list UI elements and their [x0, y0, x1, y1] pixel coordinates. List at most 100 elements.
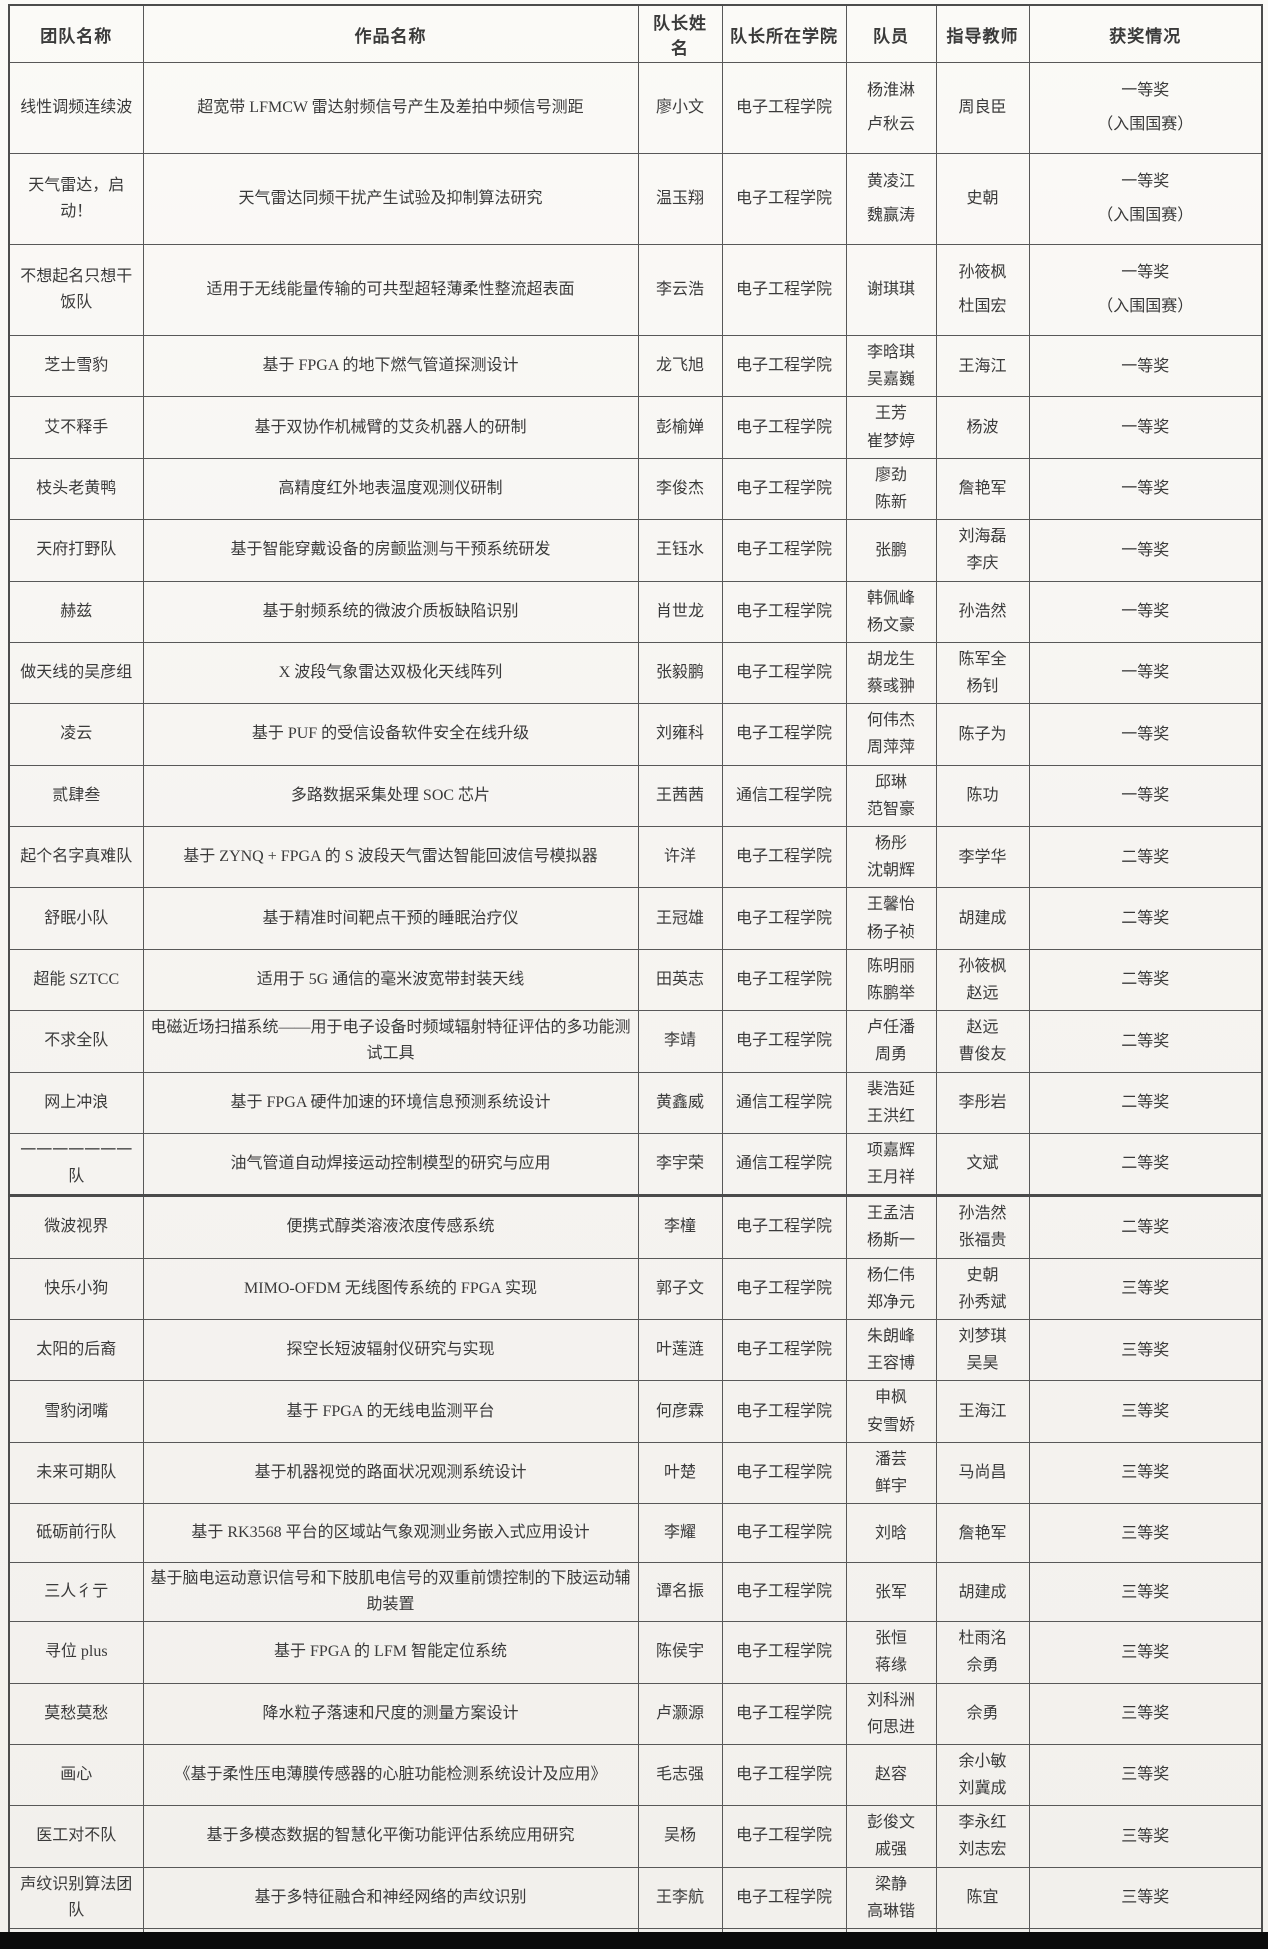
table-row: 舒眠小队 基于精准时间靶点干预的睡眠治疗仪 王冠雄 电子工程学院 王馨怡 杨子祯 胡建成 二等…: [8, 887, 1263, 950]
cell-teachers-line: 文斌: [966, 1155, 999, 1173]
table-row: 太阳的后裔 探空长短波辐射仪研究与实现 叶莲涟 电子工程学院 朱朗峰 王容博 刘梦琪 吴昊 三等…: [8, 1318, 1263, 1382]
cell-members-line: 黄凌江: [866, 173, 915, 191]
cell-team-name: 未来可期队: [8, 1441, 144, 1505]
cell-teachers-line: 陈宜: [966, 1889, 999, 1907]
cell-captain-name: 郭子文: [637, 1257, 723, 1321]
cell-captain-college: 电子工程学院: [721, 887, 847, 950]
cell-members-line: 何伟杰: [866, 712, 915, 730]
cell-members: 张鹏: [845, 519, 937, 582]
column-header-4: 队员: [845, 4, 937, 63]
cell-team-name: 不求全队: [8, 1010, 144, 1073]
cell-captain-college: 电子工程学院: [721, 1194, 847, 1259]
cell-award-level-line: 二等奖: [1121, 848, 1170, 866]
cell-work-title: 基于 ZYNQ + FPGA 的 S 波段天气雷达智能回波信号模拟器: [142, 825, 639, 889]
cell-work-title: 油气管道自动焊接运动控制模型的研究与应用: [142, 1132, 639, 1197]
cell-teachers-line: 赵远: [966, 984, 999, 1002]
cell-members-line: 陈明丽: [866, 957, 915, 975]
cell-captain-college: 电子工程学院: [721, 1562, 847, 1623]
cell-teachers: 赵远 曹俊友: [935, 1010, 1030, 1073]
cell-award-level: 三等奖: [1028, 1380, 1263, 1443]
cell-work-title: 基于 FPGA 的地下燃气管道探测设计: [142, 334, 639, 398]
cell-members-line: 杨斯一: [866, 1232, 915, 1250]
cell-captain-name: 温玉翔: [637, 153, 723, 245]
cell-team-name: 三人彳亍: [8, 1562, 144, 1623]
cell-work-title: MIMO-OFDM 无线图传系统的 FPGA 实现: [142, 1257, 639, 1321]
table-row: 雪豹闭嘴 基于 FPGA 的无线电监测平台 何彦霖 电子工程学院 申枫 安雪娇 王海江 三等奖: [8, 1380, 1263, 1443]
table-row: 快乐小狗 MIMO-OFDM 无线图传系统的 FPGA 实现 郭子文 电子工程学院 杨仁…: [8, 1257, 1263, 1321]
table-row: 凌云 基于 PUF 的受信设备软件安全在线升级 刘雍科 电子工程学院 何伟杰 周萍萍 陈子为…: [8, 703, 1263, 766]
cell-captain-college: 电子工程学院: [721, 1503, 847, 1564]
cell-work-title: 电磁近场扫描系统——用于电子设备时频域辐射特征评估的多功能测试工具: [142, 1010, 639, 1073]
cell-award-level: 一等奖: [1028, 703, 1263, 766]
cell-teachers-line: 曹俊友: [958, 1046, 1007, 1064]
cell-award-level: 三等奖: [1028, 1318, 1263, 1382]
cell-award-level: 三等奖: [1028, 1257, 1263, 1321]
table-row: 线性调频连续波 超宽带 LFMCW 雷达射频信号产生及差拍中频信号测距 廖小文 电子工…: [8, 62, 1263, 154]
cell-teachers: 余小敏 刘冀成: [935, 1743, 1030, 1807]
cell-teachers-line: 孙筱枫: [958, 264, 1007, 282]
cell-teachers-line: 佘勇: [966, 1705, 999, 1723]
cell-captain-college: 电子工程学院: [721, 1441, 847, 1505]
cell-teachers-line: 杨波: [966, 418, 999, 436]
cell-team-name: 不想起名只想干饭队: [8, 244, 144, 336]
cell-members: 刘晗: [845, 1503, 937, 1564]
cell-teachers: 史朝: [935, 153, 1030, 245]
cell-award-level: 二等奖: [1028, 825, 1263, 889]
column-header-0: 团队名称: [8, 4, 144, 63]
cell-teachers: 杜雨洺 佘勇: [935, 1621, 1030, 1684]
cell-work-title: 适用于 5G 通信的毫米波宽带封装天线: [142, 948, 639, 1012]
cell-members: 王孟洁 杨斯一: [845, 1194, 937, 1259]
table-row: 声纹识别算法团队 基于多特征融合和神经网络的声纹识别 王李航 电子工程学院 梁静 高琳锴陈…: [8, 1866, 1263, 1930]
cell-work-title: 高精度红外地表温度观测仪研制: [142, 457, 639, 521]
cell-captain-name: 田英志: [637, 948, 723, 1012]
table-row: 未来可期队 基于机器视觉的路面状况观测系统设计 叶楚 电子工程学院 潘芸 鲜宇 马尚昌 三等奖: [8, 1441, 1263, 1505]
cell-members: 陈明丽 陈鹏举: [845, 948, 937, 1012]
cell-teachers-line: 孙筱枫: [958, 957, 1007, 975]
cell-award-level: 三等奖: [1028, 1805, 1263, 1868]
cell-members-line: 胡龙生: [866, 650, 915, 668]
cell-work-title: 基于智能穿戴设备的房颤监测与干预系统研发: [142, 519, 639, 582]
cell-members: 梁静 高琳锴: [845, 1866, 937, 1930]
cell-captain-college: 电子工程学院: [721, 703, 847, 766]
table-row: 天气雷达，启动！ 天气雷达同频干扰产生试验及抑制算法研究 温玉翔 电子工程学院 黄凌江魏…: [8, 153, 1263, 245]
cell-members-line: 王洪红: [866, 1107, 915, 1125]
cell-members-line: 陈新: [874, 493, 907, 511]
cell-award-level: 二等奖: [1028, 948, 1263, 1012]
cell-teachers: 孙筱枫 杜国宏: [935, 244, 1030, 336]
cell-captain-name: 张毅鹏: [637, 641, 723, 705]
cell-members-line: 张鹏: [874, 541, 907, 559]
cell-members-line: 王孟洁: [866, 1205, 915, 1223]
cell-award-level-line: 三等奖: [1121, 1524, 1170, 1542]
bottom-black-bar: [0, 1932, 1268, 1949]
table-body: 线性调频连续波 超宽带 LFMCW 雷达射频信号产生及差拍中频信号测距 廖小文 电子工…: [8, 62, 1263, 1949]
cell-members-line: 刘晗: [874, 1524, 907, 1542]
cell-teachers-line: 孙秀斌: [958, 1293, 1007, 1311]
cell-captain-name: 李宇荣: [637, 1132, 723, 1197]
cell-award-level-line: 一等奖: [1121, 418, 1170, 436]
cell-team-name: 网上冲浪: [8, 1071, 144, 1134]
cell-work-title: 降水粒子落速和尺度的测量方案设计: [142, 1682, 639, 1745]
table-row: 砥砺前行队 基于 RK3568 平台的区域站气象观测业务嵌入式应用设计 李耀 电子工程…: [8, 1503, 1263, 1564]
cell-team-name: 莫愁莫愁: [8, 1682, 144, 1745]
cell-members: 廖劲 陈新: [845, 457, 937, 521]
cell-teachers: 李永红 刘志宏: [935, 1805, 1030, 1868]
table-row: 医工对不队 基于多模态数据的智慧化平衡功能评估系统应用研究 吴杨 电子工程学院 彭俊文戚…: [8, 1805, 1263, 1868]
cell-work-title: X 波段气象雷达双极化天线阵列: [142, 641, 639, 705]
cell-teachers-line: 杜国宏: [958, 298, 1007, 315]
cell-members: 申枫 安雪娇: [845, 1380, 937, 1443]
cell-work-title: 超宽带 LFMCW 雷达射频信号产生及差拍中频信号测距: [142, 62, 639, 154]
cell-team-name: 寻位 plus: [8, 1621, 144, 1684]
cell-members-line: 沈朝辉: [866, 862, 915, 880]
cell-award-level-line: 三等奖: [1121, 1766, 1170, 1784]
cell-captain-college: 电子工程学院: [721, 1318, 847, 1382]
table-row: 莫愁莫愁 降水粒子落速和尺度的测量方案设计 卢灏源 电子工程学院 刘科洲 何思进 佘勇 三等奖: [8, 1682, 1263, 1745]
cell-work-title: 便携式醇类溶液浓度传感系统: [142, 1194, 639, 1259]
cell-teachers: 孙筱枫 赵远: [935, 948, 1030, 1012]
cell-members-line: 郑净元: [866, 1293, 915, 1311]
cell-award-level-line: 二等奖: [1121, 1032, 1170, 1050]
cell-team-name: 起个名字真难队: [8, 825, 144, 889]
cell-teachers-line: 詹艳军: [958, 1524, 1007, 1542]
table-row: 做天线的吴彦组 X 波段气象雷达双极化天线阵列 张毅鹏 电子工程学院 胡龙生 蔡彧翀 陈军全…: [8, 641, 1263, 705]
cell-award-level-line: 三等奖: [1121, 1643, 1170, 1661]
cell-members: 裴浩延 王洪红: [845, 1071, 937, 1134]
